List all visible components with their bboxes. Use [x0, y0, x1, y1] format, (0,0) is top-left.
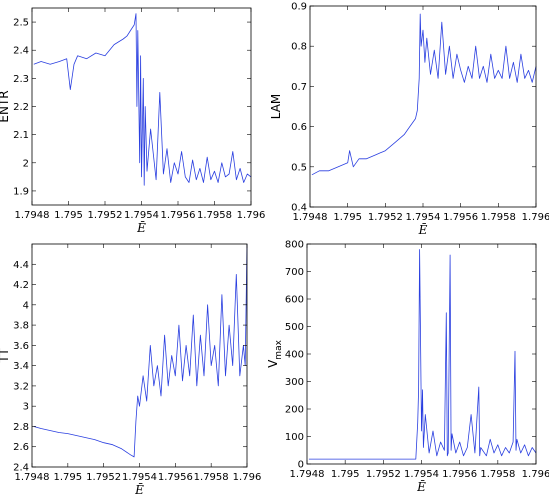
- y-axis-label: LAM: [269, 94, 283, 120]
- y-tick-label: 3.6: [13, 341, 29, 352]
- series-line: [308, 249, 537, 460]
- x-tick-label: 1.7956: [442, 469, 477, 480]
- y-axis-label: Vmax: [266, 339, 284, 368]
- y-tick-label: 0.5: [291, 162, 307, 173]
- x-tick-label: 1.7954: [122, 472, 157, 483]
- x-tick-label: 1.7956: [161, 210, 196, 221]
- y-tick-label: 100: [285, 432, 304, 443]
- y-tick-label: 3.4: [13, 361, 29, 372]
- y-tick-label: 300: [285, 377, 304, 388]
- y-tick-label: 400: [285, 350, 304, 361]
- y-axis-label: ENTR: [0, 90, 11, 122]
- y-tick-label: 3.8: [13, 321, 29, 332]
- y-axis-label-text: V: [266, 359, 280, 368]
- x-tick-label: 1.7954: [404, 469, 439, 480]
- y-tick-label: 3: [23, 402, 29, 413]
- x-tick-label: 1.7952: [88, 210, 123, 221]
- x-tick-label: 1.795: [331, 469, 360, 480]
- x-tick-label: 1.7948: [15, 472, 50, 483]
- x-tick-label: 1.796: [233, 472, 262, 483]
- tt-plot: 1.7948 1.795 1.7952 1.7954 1.7956 1.7958 1.796…: [0, 243, 262, 495]
- x-tick-label: 1.795: [333, 212, 362, 223]
- y-axis-label-text: LAM: [269, 94, 283, 120]
- y-axis-label-subscript: max: [274, 339, 284, 359]
- y-tick-label: 4: [23, 300, 29, 311]
- y-tick-label: 2.8: [13, 422, 29, 433]
- y-tick-label: 4.2: [13, 280, 29, 291]
- entr-plot: 1.7948 1.795 1.7952 1.7954 1.7956 1.7958 1.796…: [0, 7, 266, 235]
- x-tick-label: 1.7954: [406, 212, 441, 223]
- y-tick-label: 2.2: [13, 102, 29, 113]
- x-tick-label: 1.796: [237, 210, 266, 221]
- y-tick-label: 2.4: [13, 463, 29, 474]
- y-tick-label: 500: [285, 322, 304, 333]
- lam-plot: 1.7948 1.795 1.7952 1.7954 1.7956 1.7958 1.796…: [269, 2, 549, 238]
- y-tick-label: 2.1: [13, 130, 29, 141]
- x-axis-label: Ē: [418, 222, 428, 237]
- y-tick-label: 700: [285, 267, 304, 278]
- y-tick-label: 0.6: [291, 122, 307, 133]
- y-axis-label-text: TT: [0, 348, 11, 364]
- vmax-plot: 1.7948 1.795 1.7952 1.7954 1.7956 1.7958 1.796…: [266, 240, 549, 495]
- y-tick-label: 3.2: [13, 381, 29, 392]
- series-line: [33, 13, 252, 186]
- y-tick-label: 2.6: [13, 442, 29, 453]
- x-tick-label: 1.795: [54, 210, 83, 221]
- y-tick-label: 2: [23, 158, 29, 169]
- y-tick-label: 0.4: [291, 203, 307, 214]
- y-tick-label: 0.8: [291, 42, 307, 53]
- y-tick-label: 4.4: [13, 260, 29, 271]
- x-tick-label: 1.7958: [481, 212, 516, 223]
- y-tick-label: 2.4: [13, 46, 29, 57]
- x-axis-label: Ē: [416, 479, 426, 494]
- y-tick-label: 1.9: [13, 186, 29, 197]
- series-line: [33, 243, 248, 458]
- x-tick-label: 1.7956: [443, 212, 478, 223]
- x-tick-label: 1.7954: [124, 210, 159, 221]
- y-axis-label-text: ENTR: [0, 90, 11, 122]
- x-tick-label: 1.7958: [480, 469, 515, 480]
- x-tick-label: 1.7958: [194, 472, 229, 483]
- y-tick-label: 0.9: [291, 2, 307, 13]
- x-axis-label: Ē: [134, 482, 144, 495]
- x-tick-label: 1.7952: [368, 212, 403, 223]
- x-tick-label: 1.7958: [197, 210, 232, 221]
- series-line: [311, 13, 537, 176]
- y-tick-label: 2.3: [13, 74, 29, 85]
- y-tick-label: 0.7: [291, 82, 307, 93]
- y-tick-label: 800: [285, 240, 304, 251]
- x-tick-label: 1.7948: [293, 212, 328, 223]
- x-tick-label: 1.7952: [366, 469, 401, 480]
- y-tick-label: 200: [285, 405, 304, 416]
- x-tick-label: 1.7952: [86, 472, 121, 483]
- x-axis-label: Ē: [136, 220, 146, 235]
- x-tick-label: 1.796: [522, 469, 549, 480]
- x-tick-label: 1.7956: [158, 472, 193, 483]
- y-tick-label: 600: [285, 295, 304, 306]
- y-tick-label: 2.5: [13, 18, 29, 29]
- x-tick-label: 1.7948: [290, 469, 325, 480]
- x-tick-label: 1.795: [54, 472, 83, 483]
- x-tick-label: 1.796: [522, 212, 549, 223]
- y-axis-label: TT: [0, 348, 11, 364]
- x-tick-label: 1.7948: [15, 210, 50, 221]
- y-tick-label: 0: [298, 460, 304, 471]
